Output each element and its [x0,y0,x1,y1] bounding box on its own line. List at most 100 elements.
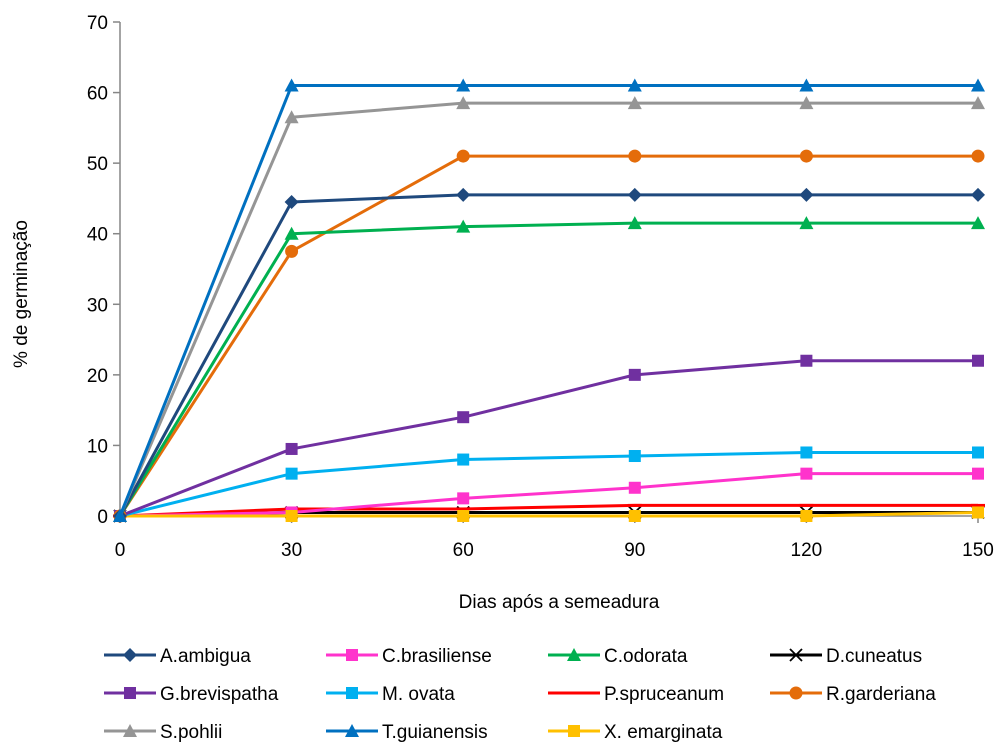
data-point-r-garderiana [799,149,813,163]
legend-label: R.garderiana [826,684,936,705]
series-line-x-emarginata [120,510,979,518]
legend-swatch-marker [568,725,580,737]
series-r-garderiana [113,149,985,523]
data-point-c-brasiliense [800,467,813,480]
legend-swatch-marker [789,648,803,662]
legend-swatch-marker [346,649,358,661]
data-point-g-brevispatha [457,411,470,424]
series-line-c-brasiliense [119,472,978,518]
data-point-c-odorata [627,216,642,230]
legend-label: M. ovata [382,684,455,705]
data-point-m-ovata [800,446,813,459]
legend-swatch-marker [345,724,359,737]
legend-label: C.odorata [604,646,688,667]
data-point-a-ambigua [799,187,814,202]
data-point-s-pohlii [627,96,642,110]
legend-swatch-marker [124,687,136,699]
legend-label: C.brasiliense [382,646,492,667]
legend-item-d-cuneatus: D.cuneatus [770,646,922,667]
data-point-c-odorata [456,219,471,233]
series-line-r-garderiana [118,154,978,517]
legend-swatch-marker [123,648,137,662]
legend-label: P.spruceanum [604,684,724,705]
legend-item-a-ambigua: A.ambigua [104,646,251,667]
legend-swatch-marker [789,686,803,700]
series-line-c-odorata [118,221,978,517]
data-point-x-emarginata [800,510,813,522]
data-point-g-brevispatha [628,368,641,381]
legend-item-r-garderiana: R.garderiana [770,684,936,705]
series-t-guianensis [113,78,985,522]
data-point-r-garderiana [971,149,985,163]
legend-item-s-pohlii: S.pohlii [104,722,222,743]
legend-item-c-odorata: C.odorata [548,646,688,667]
data-point-t-guianensis [456,78,471,92]
data-point-x-emarginata [285,510,298,522]
y-axis-label: % de germinação [11,220,32,368]
data-point-g-brevispatha [800,354,813,367]
data-point-a-ambigua [456,187,471,202]
legend-label: A.ambigua [160,646,251,667]
data-point-g-brevispatha [972,354,984,367]
legend-item-g-brevispatha: G.brevispatha [104,684,279,705]
data-point-c-brasiliense [457,492,470,505]
x-tick-label: 120 [791,540,823,561]
data-point-s-pohlii [284,110,299,124]
series-layer [113,78,985,523]
legend-label: D.cuneatus [826,646,922,667]
data-point-a-ambigua [971,187,985,202]
y-tick-label: 70 [87,13,108,34]
data-point-c-odorata [971,216,985,230]
series-s-pohlii [113,96,985,522]
data-point-c-odorata [799,216,814,230]
data-point-r-garderiana [628,149,642,163]
data-point-t-guianensis [971,78,985,92]
y-ticks: 0 10 20 30 40 50 60 70 [87,13,120,528]
data-point-x-emarginata [628,510,641,522]
legend: A.ambigua C.brasiliense C.odorata D.cuneatu… [104,646,936,743]
legend-swatch-marker [123,724,137,737]
legend-label: T.guianensis [382,722,488,743]
x-tick-label: 150 [962,540,994,561]
series-line-g-brevispatha [119,359,978,518]
series-line-p-spruceanum [119,503,978,518]
x-tick-label: 0 [115,540,126,561]
series-a-ambigua [113,187,985,523]
y-tick-label: 30 [87,295,108,316]
series-line-s-pohlii [118,101,978,517]
legend-label: S.pohlii [160,722,222,743]
legend-swatch-marker [567,648,581,661]
legend-item-x-emarginata: X. emarginata [548,722,723,743]
data-point-m-ovata [457,453,470,466]
data-point-c-odorata [284,226,299,240]
legend-item-m-ovata: M. ovata [326,684,455,705]
series-line-m-ovata [119,450,978,518]
legend-label: G.brevispatha [160,684,279,705]
data-point-t-guianensis [284,78,299,92]
series-g-brevispatha [114,354,984,522]
x-tick-label: 60 [453,540,474,561]
x-tick-label: 30 [281,540,302,561]
x-axis-label: Dias após a semeadura [459,592,660,613]
y-tick-label: 60 [87,84,108,105]
series-c-odorata [113,216,985,522]
series-line-a-ambigua [118,193,978,517]
y-tick-label: 50 [87,154,108,175]
data-point-s-pohlii [456,96,471,110]
data-point-t-guianensis [113,509,127,522]
data-point-m-ovata [972,446,984,459]
y-tick-label: 10 [87,436,108,457]
data-point-r-garderiana [285,244,299,258]
data-point-r-garderiana [456,149,470,163]
data-point-a-ambigua [284,194,299,209]
data-point-t-guianensis [799,78,814,92]
y-tick-label: 20 [87,366,108,387]
data-point-a-ambigua [627,187,642,202]
legend-item-p-spruceanum: P.spruceanum [548,684,724,705]
legend-label: X. emarginata [604,722,723,743]
data-point-m-ovata [628,450,641,463]
data-point-x-emarginata [972,506,984,519]
series-line-t-guianensis [118,84,978,517]
x-tick-label: 90 [624,540,645,561]
